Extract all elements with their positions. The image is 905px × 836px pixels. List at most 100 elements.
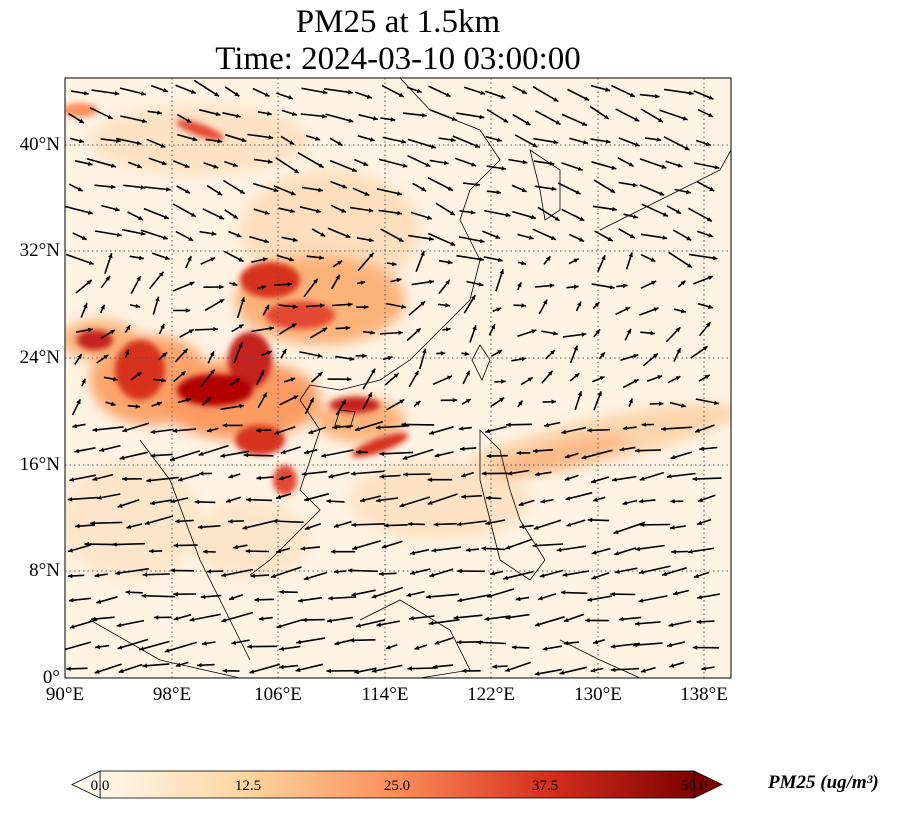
wind-arrow-shaft [354, 420, 383, 432]
wind-arrow-shaft [221, 611, 254, 623]
wind-arrow-head [75, 523, 80, 529]
wind-arrow-head [367, 392, 372, 398]
wind-arrow-head [428, 620, 434, 626]
wind-arrow-head [540, 499, 546, 504]
wind-arrow-head [304, 525, 310, 530]
wind-arrow-head [560, 590, 566, 595]
wind-arrow-shaft [610, 667, 640, 671]
wind-arrow-shaft [65, 253, 94, 265]
wind-arrow-shaft [321, 449, 354, 458]
wind-arrow-head [350, 471, 356, 476]
wind-arrow-head [68, 598, 74, 603]
wind-arrow-head [135, 303, 141, 309]
wind-arrow-head [430, 144, 436, 149]
wind-arrow-shaft [92, 426, 124, 432]
wind-arrow-head [245, 548, 251, 554]
wind-arrow-head [352, 545, 358, 550]
wind-arrow-head [157, 401, 162, 406]
wind-arrow-head [391, 261, 397, 267]
wind-arrow-head [594, 302, 600, 308]
y-tick-label: 8°N [29, 560, 60, 581]
wind-arrow-head [495, 234, 501, 239]
wind-arrow-head [191, 212, 196, 217]
wind-arrow-head [219, 284, 224, 290]
wind-arrow-head [590, 668, 596, 673]
wind-arrow-head [250, 573, 256, 579]
wind-arrow-shaft [351, 523, 385, 526]
wind-arrow-head [474, 143, 480, 148]
wind-arrow-shaft [407, 138, 437, 149]
wind-arrow-head [414, 645, 420, 650]
wind-arrow-shaft [350, 470, 385, 475]
wind-arrow-head [605, 87, 611, 92]
wind-arrow-head [659, 401, 664, 406]
wind-arrow-head [410, 550, 415, 556]
wind-arrow-head [173, 591, 178, 597]
wind-arrow-head [107, 114, 113, 119]
wind-arrow-head [213, 164, 219, 169]
wind-arrow-head [241, 137, 247, 143]
wind-arrow-head [684, 145, 690, 150]
wind-arrow-head [100, 304, 105, 310]
wind-arrow-head [686, 189, 691, 195]
wind-arrow-head [150, 500, 155, 506]
wind-arrow-head [604, 114, 609, 119]
wind-arrow-head [687, 263, 693, 268]
wind-arrow-head [87, 210, 93, 215]
wind-arrow-head [581, 455, 587, 460]
wind-arrow-head [362, 353, 367, 359]
wind-arrow-head [565, 496, 571, 501]
wind-arrow-shaft [635, 544, 665, 551]
wind-arrow-head [629, 92, 635, 97]
wind-arrow-head [429, 279, 434, 285]
wind-arrow-head [600, 352, 605, 358]
wind-arrow-head [72, 423, 78, 429]
wind-arrow-head [708, 304, 713, 309]
wind-arrow-head [550, 350, 555, 355]
wind-arrow-head [231, 640, 237, 645]
wind-arrow-head [370, 137, 375, 142]
y-tick-label: 0° [42, 667, 60, 688]
wind-arrow-head [240, 297, 245, 303]
wind-arrow-head [534, 622, 540, 627]
wind-arrow-head [563, 640, 569, 646]
wind-arrow-head [94, 669, 100, 674]
wind-arrow-head [262, 257, 268, 262]
wind-arrow-head [347, 302, 353, 307]
wind-arrow-head [461, 668, 467, 674]
wind-arrow-head [239, 403, 244, 409]
wind-arrow-head [422, 348, 427, 354]
wind-arrow-head [234, 91, 240, 97]
wind-arrow-head [390, 117, 396, 122]
wind-arrow-shaft [484, 209, 511, 217]
wind-arrow-head [505, 615, 511, 620]
wind-arrow-shaft [561, 113, 588, 127]
wind-arrow-head [291, 323, 297, 328]
wind-arrow-shaft [663, 88, 694, 95]
wind-arrow-head [403, 472, 408, 477]
wind-arrow-head [518, 400, 523, 406]
wind-arrow-head [170, 456, 176, 461]
wind-arrow-shaft [65, 641, 92, 651]
wind-arrow-shaft [581, 449, 613, 460]
wind-arrow-head [654, 94, 660, 99]
wind-arrow-head [661, 426, 666, 432]
wind-arrow-head [650, 330, 655, 336]
wind-arrow-head [470, 210, 476, 215]
wind-arrow-head [202, 641, 207, 646]
wind-arrow-head [635, 621, 640, 626]
wind-arrow-head [198, 451, 204, 456]
wind-arrow-head [221, 572, 227, 578]
wind-arrow-head [135, 404, 141, 409]
wind-arrow-head [322, 89, 328, 95]
wind-arrow-head [219, 215, 224, 220]
wind-arrow-head [409, 616, 414, 621]
wind-arrow-head [368, 208, 374, 213]
wind-arrow-shaft [426, 593, 460, 598]
wind-arrow-shaft [427, 232, 456, 247]
wind-arrow-head [445, 303, 450, 308]
wind-arrow-head [278, 476, 284, 481]
wind-arrow-head [553, 139, 559, 145]
wind-arrow-head [108, 253, 113, 259]
wind-arrow-head [479, 114, 485, 120]
